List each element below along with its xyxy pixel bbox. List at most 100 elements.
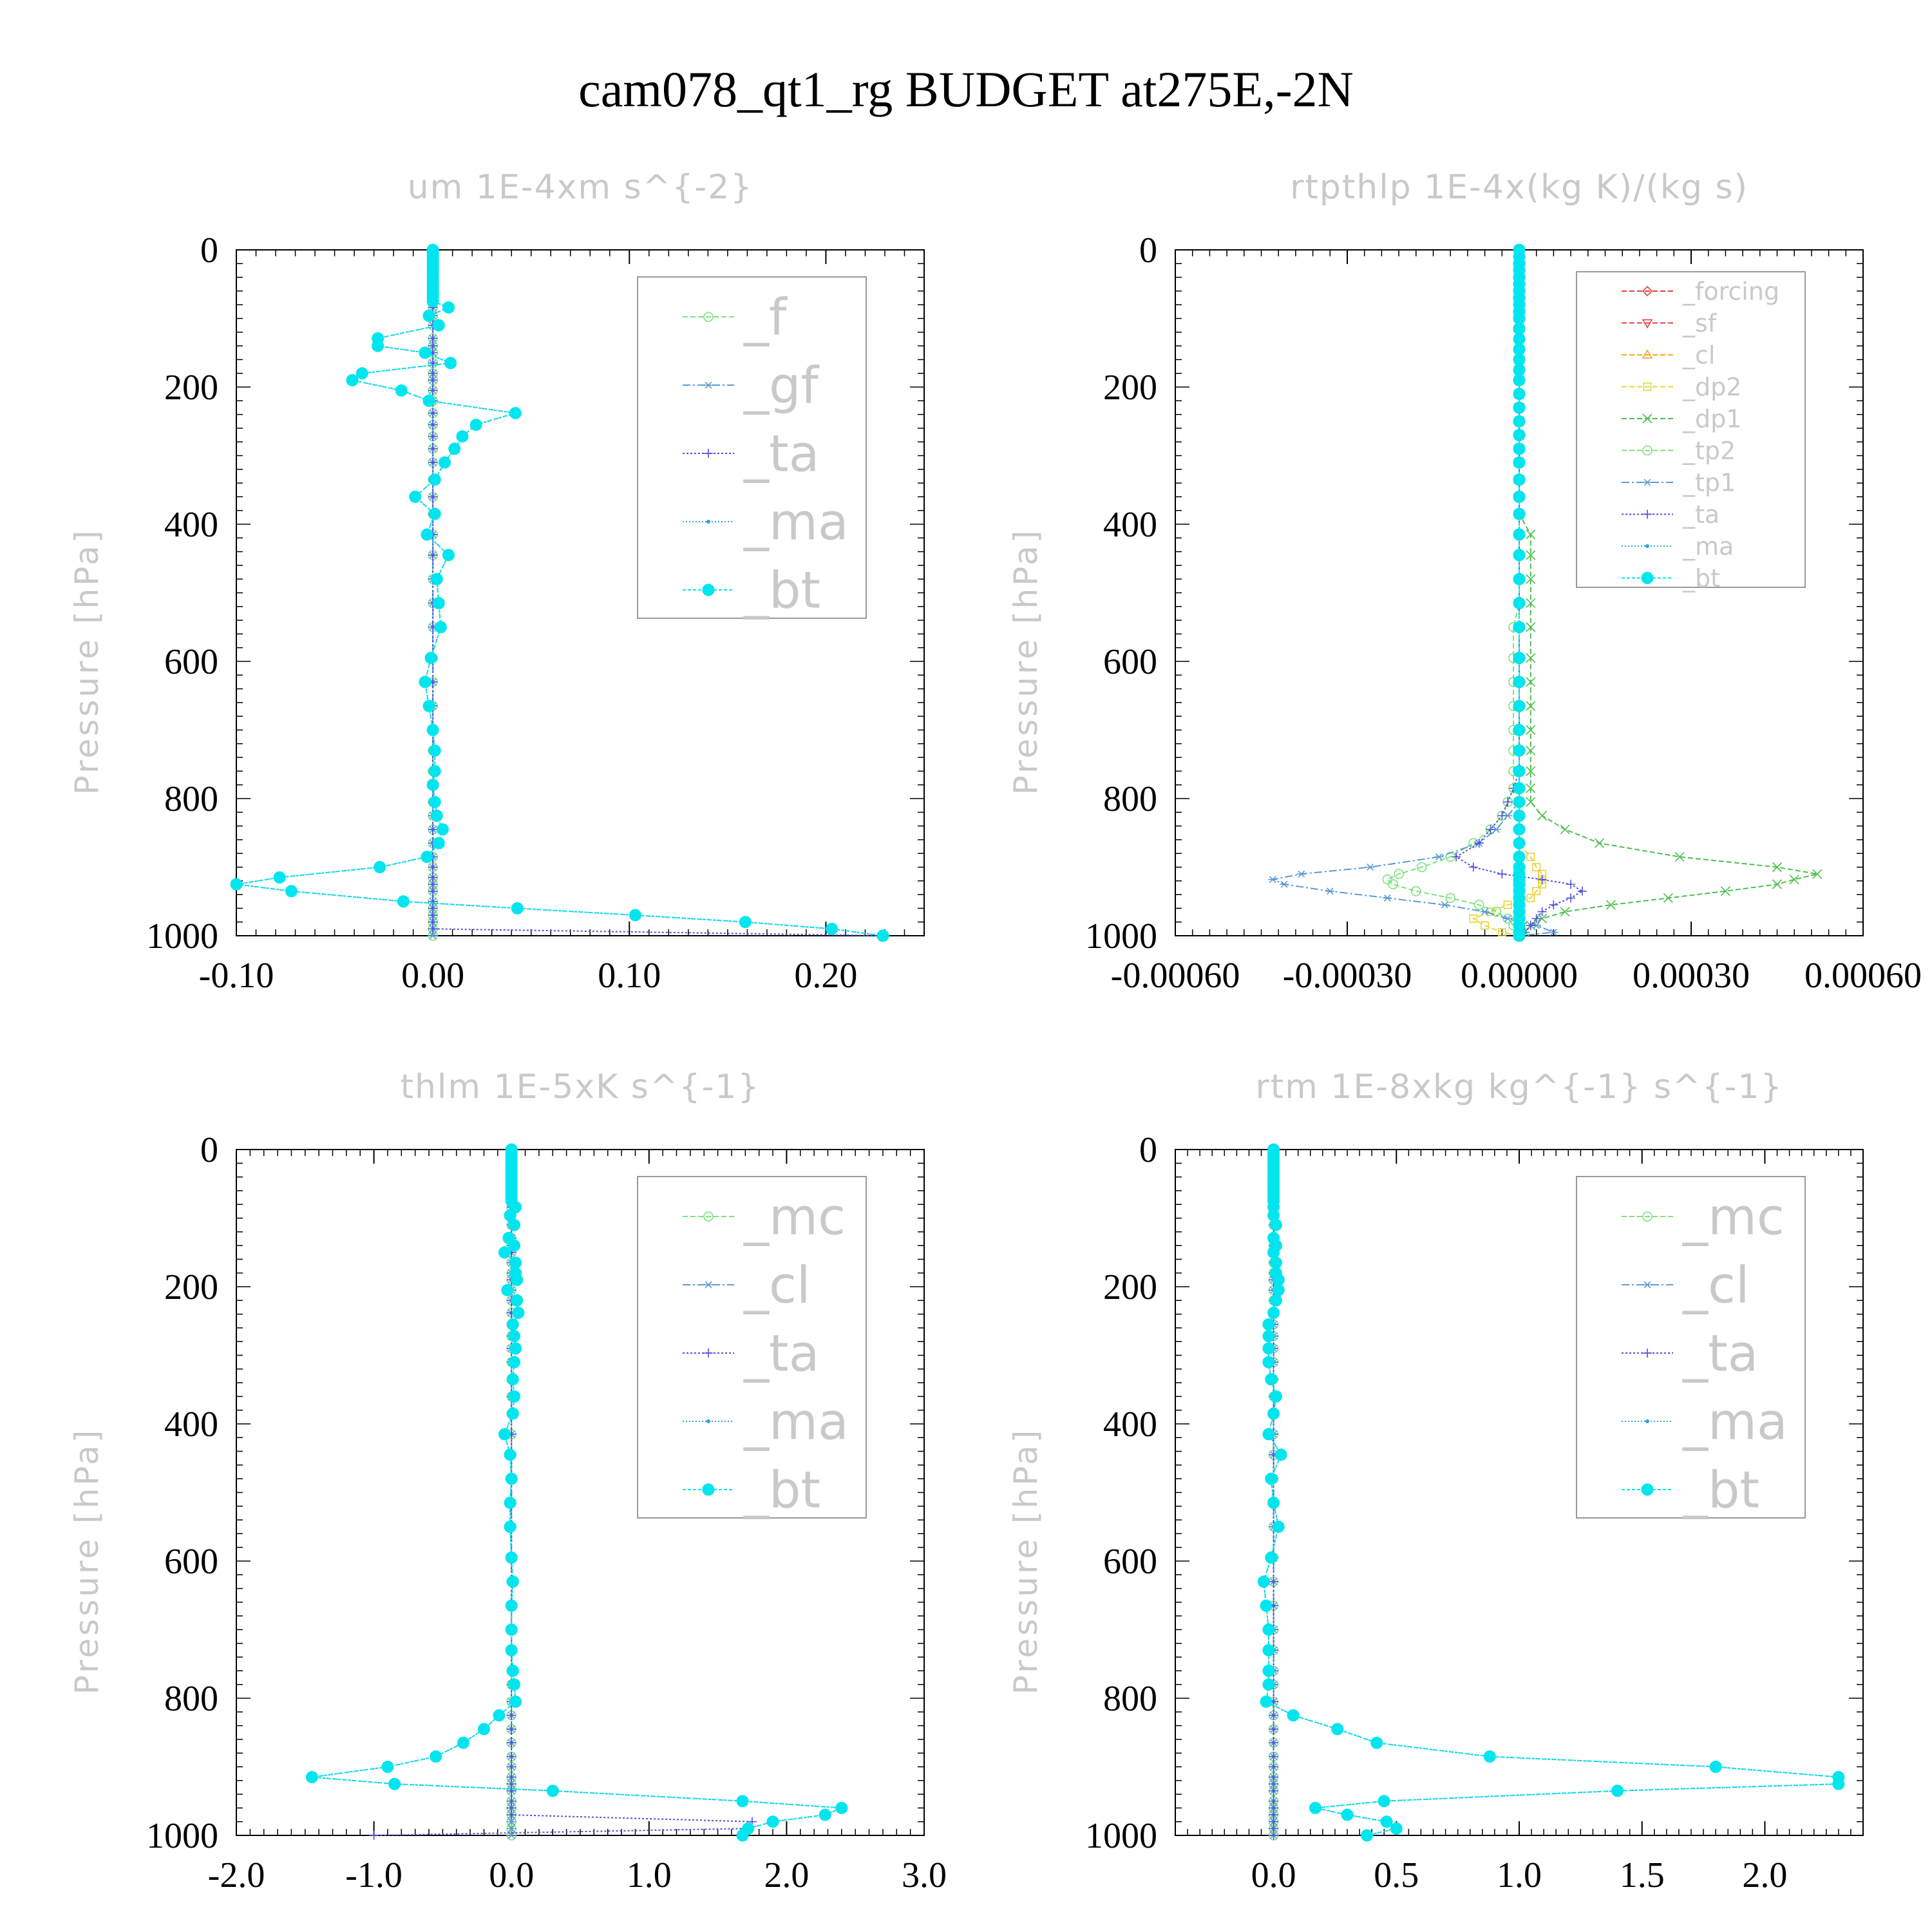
data-point — [1267, 1306, 1280, 1319]
series-line — [1270, 250, 1554, 936]
data-point — [428, 507, 441, 520]
chart-panel-3: thlm 1E-5xK s^{-1} 0 200 400 600 800 1000-2.0 -… — [68, 1068, 947, 1895]
x-tick-label: -0.00030 — [1283, 956, 1412, 996]
legend-symbol — [1622, 1483, 1673, 1496]
data-point — [1287, 1709, 1300, 1722]
legend-symbol — [683, 1419, 734, 1423]
data-point — [1513, 549, 1526, 562]
legend-marker — [703, 312, 714, 322]
data-point — [1526, 894, 1535, 902]
y-tick-label: 1000 — [146, 916, 218, 956]
data-point — [1331, 1723, 1344, 1736]
data-point — [1532, 863, 1541, 871]
data-point — [819, 1808, 831, 1821]
data-point — [1532, 887, 1541, 896]
data-point — [1611, 1785, 1624, 1797]
y-tick-label: 400 — [164, 505, 218, 545]
data-point — [1272, 1283, 1285, 1296]
legend-symbol — [1622, 1349, 1673, 1358]
legend-label: _bt — [743, 1461, 820, 1519]
data-point — [448, 442, 461, 455]
data-point — [506, 1318, 519, 1331]
legend-marker — [1642, 445, 1653, 456]
panel-title: thlm 1E-5xK s^{-1} — [401, 1068, 761, 1106]
data-point — [1486, 824, 1495, 834]
data-point — [1513, 621, 1526, 634]
legend-marker — [702, 1483, 715, 1496]
data-point — [1577, 886, 1587, 896]
data-point — [1325, 887, 1335, 895]
data-point — [1537, 811, 1548, 821]
series-layer — [230, 243, 889, 942]
series-dp2 — [1469, 245, 1546, 940]
data-point — [1526, 766, 1536, 776]
data-point — [428, 358, 438, 368]
legend-symbol — [1622, 1211, 1673, 1222]
data-point — [546, 1785, 559, 1797]
y-tick-label: 1000 — [1085, 916, 1157, 956]
data-point — [1605, 900, 1616, 910]
data-point — [876, 929, 889, 942]
data-point — [1513, 596, 1526, 609]
legend-marker — [706, 1419, 710, 1423]
data-point — [1267, 1496, 1280, 1509]
legend-label: _gf — [743, 357, 820, 415]
x-tick-label: 1.0 — [627, 1855, 672, 1895]
data-point — [1513, 652, 1526, 665]
data-point — [395, 384, 408, 397]
legend-label: _forcing — [1682, 277, 1779, 305]
data-point — [428, 550, 438, 560]
series-layer — [305, 1143, 848, 1842]
data-point — [1832, 1777, 1845, 1790]
legend-symbol — [1622, 383, 1673, 391]
legend-symbol — [1622, 285, 1673, 297]
data-point — [507, 1356, 520, 1368]
data-point — [1388, 879, 1398, 889]
data-point — [1267, 1407, 1280, 1420]
chart-panel-2: rtpthlp 1E-4x(kg K)/(kg s) 0 200 400 600 800 1… — [1007, 168, 1922, 996]
legend-marker — [704, 381, 713, 389]
data-point — [507, 1710, 516, 1720]
y-tick-label: 600 — [164, 642, 218, 682]
data-point — [501, 1283, 514, 1296]
x-tick-label: 0.00060 — [1804, 956, 1922, 996]
data-point — [505, 1624, 518, 1636]
data-point — [1513, 573, 1526, 585]
legend-marker — [704, 1281, 713, 1289]
legend-label: _bt — [1682, 1461, 1759, 1519]
legend-label: _tp2 — [1682, 437, 1736, 465]
legend-label: _cl — [1682, 341, 1715, 369]
series-layer — [1268, 243, 1823, 942]
data-point — [1280, 880, 1289, 888]
legend-label: _dp1 — [1682, 404, 1741, 433]
data-point — [1269, 1752, 1278, 1761]
data-point — [1491, 906, 1502, 917]
data-point — [1526, 783, 1536, 793]
data-point — [469, 419, 482, 431]
data-point — [1513, 851, 1526, 864]
data-point — [505, 1472, 518, 1485]
legend-box — [637, 1176, 867, 1519]
data-point — [507, 1752, 516, 1761]
legend-marker — [706, 520, 710, 524]
data-point — [1262, 1330, 1275, 1343]
y-tick-label: 400 — [164, 1405, 218, 1444]
data-point — [1480, 908, 1490, 916]
y-tick-label: 600 — [1103, 1542, 1157, 1582]
data-point — [1468, 862, 1478, 872]
data-point — [1452, 852, 1461, 862]
series-line — [1263, 1150, 1839, 1836]
data-point — [1269, 1738, 1278, 1748]
legend-marker — [1643, 509, 1652, 519]
data-point — [432, 319, 445, 332]
data-point — [430, 810, 443, 822]
data-point — [507, 1762, 516, 1772]
data-point — [381, 1761, 394, 1773]
x-tick-label: 0.0 — [1251, 1855, 1296, 1895]
data-point — [426, 724, 439, 736]
data-point — [736, 1795, 749, 1808]
data-point — [421, 528, 433, 541]
legend-label: _cl — [1682, 1256, 1750, 1314]
data-point — [498, 1428, 511, 1441]
series-bt — [230, 243, 889, 942]
